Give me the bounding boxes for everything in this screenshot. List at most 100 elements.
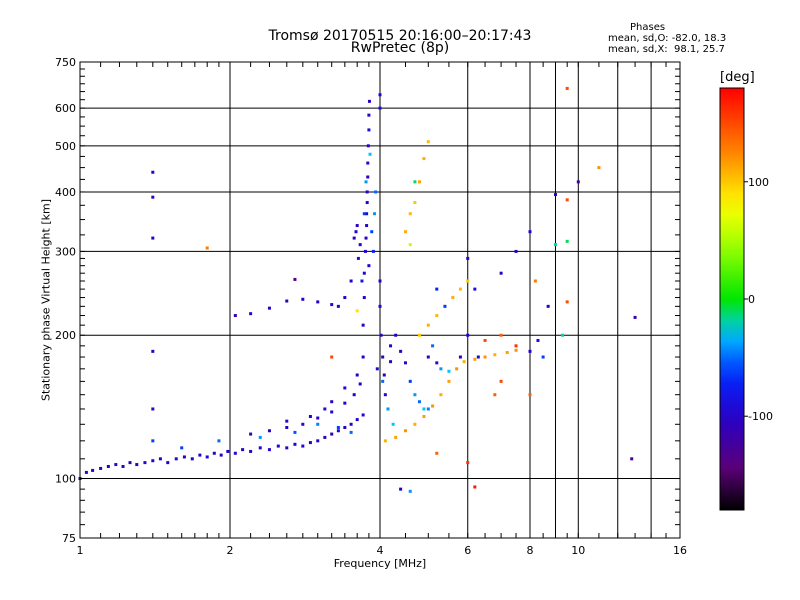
data-point: [378, 304, 382, 308]
data-point: [528, 393, 532, 397]
data-point: [114, 463, 118, 467]
x-tick-label: 4: [377, 544, 384, 557]
data-point: [378, 93, 382, 97]
data-point: [505, 350, 509, 354]
data-point: [364, 236, 368, 240]
data-point: [301, 422, 305, 426]
data-point: [435, 361, 439, 365]
data-point: [536, 338, 540, 342]
data-point: [308, 441, 312, 445]
data-point: [362, 296, 366, 300]
data-point: [293, 277, 297, 281]
data-point: [435, 451, 439, 455]
data-point: [576, 180, 580, 184]
data-point: [174, 457, 178, 461]
data-point: [426, 407, 430, 411]
data-point: [403, 429, 407, 433]
data-point: [151, 236, 155, 240]
data-point: [451, 296, 455, 300]
data-point: [355, 418, 359, 422]
data-point: [391, 422, 395, 426]
data-point: [285, 299, 289, 303]
data-point: [226, 449, 230, 453]
data-point: [330, 355, 334, 359]
data-point: [323, 407, 327, 411]
y-tick-label: 300: [55, 245, 76, 258]
data-point: [367, 99, 371, 103]
data-point: [358, 382, 362, 386]
colorbar-tick-label: 100: [748, 176, 769, 189]
data-point: [370, 230, 374, 234]
data-point: [426, 323, 430, 327]
data-point: [499, 333, 503, 337]
data-point: [382, 373, 386, 377]
data-point: [367, 264, 371, 268]
data-point: [276, 444, 280, 448]
data-point: [233, 314, 237, 318]
data-point: [367, 128, 371, 132]
data-point: [462, 360, 466, 364]
data-point: [343, 386, 347, 390]
data-point: [386, 407, 390, 411]
data-point: [439, 393, 443, 397]
data-point: [408, 243, 412, 247]
data-point: [368, 152, 372, 156]
data-point: [597, 166, 601, 170]
data-point: [422, 157, 426, 161]
data-point: [323, 435, 327, 439]
data-point: [466, 279, 470, 283]
data-point: [135, 463, 139, 467]
data-point: [249, 312, 253, 316]
data-point: [541, 355, 545, 359]
data-point: [343, 425, 347, 429]
data-point: [166, 461, 170, 465]
data-point: [363, 249, 367, 253]
phases-x-stats: mean, sd,X: 98.1, 25.7: [608, 44, 725, 55]
data-point: [403, 230, 407, 234]
data-point: [330, 400, 334, 404]
data-point: [249, 449, 253, 453]
data-point: [499, 379, 503, 383]
data-point: [330, 303, 334, 307]
data-point: [378, 279, 382, 283]
data-point: [553, 243, 557, 247]
y-tick-label: 750: [55, 56, 76, 69]
data-point: [431, 344, 435, 348]
colorbar-tick-label: 0: [748, 293, 755, 306]
data-point: [379, 333, 383, 337]
data-point: [151, 439, 155, 443]
data-point: [422, 407, 426, 411]
x-tick-label: 2: [227, 544, 234, 557]
data-point: [285, 419, 289, 423]
data-point: [198, 453, 202, 457]
data-point: [249, 432, 253, 436]
data-point: [381, 355, 385, 359]
data-point: [316, 439, 320, 443]
data-point: [143, 461, 147, 465]
data-point: [493, 353, 497, 357]
y-tick-label: 400: [55, 186, 76, 199]
data-point: [366, 175, 370, 179]
data-point: [352, 393, 356, 397]
data-point: [258, 446, 262, 450]
data-point: [285, 446, 289, 450]
data-point: [499, 271, 503, 275]
data-point: [285, 425, 289, 429]
data-point: [301, 444, 305, 448]
data-point: [408, 489, 412, 493]
data-point: [375, 367, 379, 371]
data-point: [373, 212, 377, 216]
data-point: [565, 86, 569, 90]
data-point: [355, 309, 359, 313]
data-point: [378, 106, 382, 110]
data-point: [330, 432, 334, 436]
data-point: [233, 451, 237, 455]
y-tick-label: 200: [55, 329, 76, 342]
data-point: [528, 230, 532, 234]
data-point: [343, 401, 347, 405]
data-point: [447, 369, 451, 373]
colorbar-scale: [719, 87, 745, 511]
x-axis-label: Frequency [MHz]: [333, 557, 427, 570]
data-point: [205, 455, 209, 459]
